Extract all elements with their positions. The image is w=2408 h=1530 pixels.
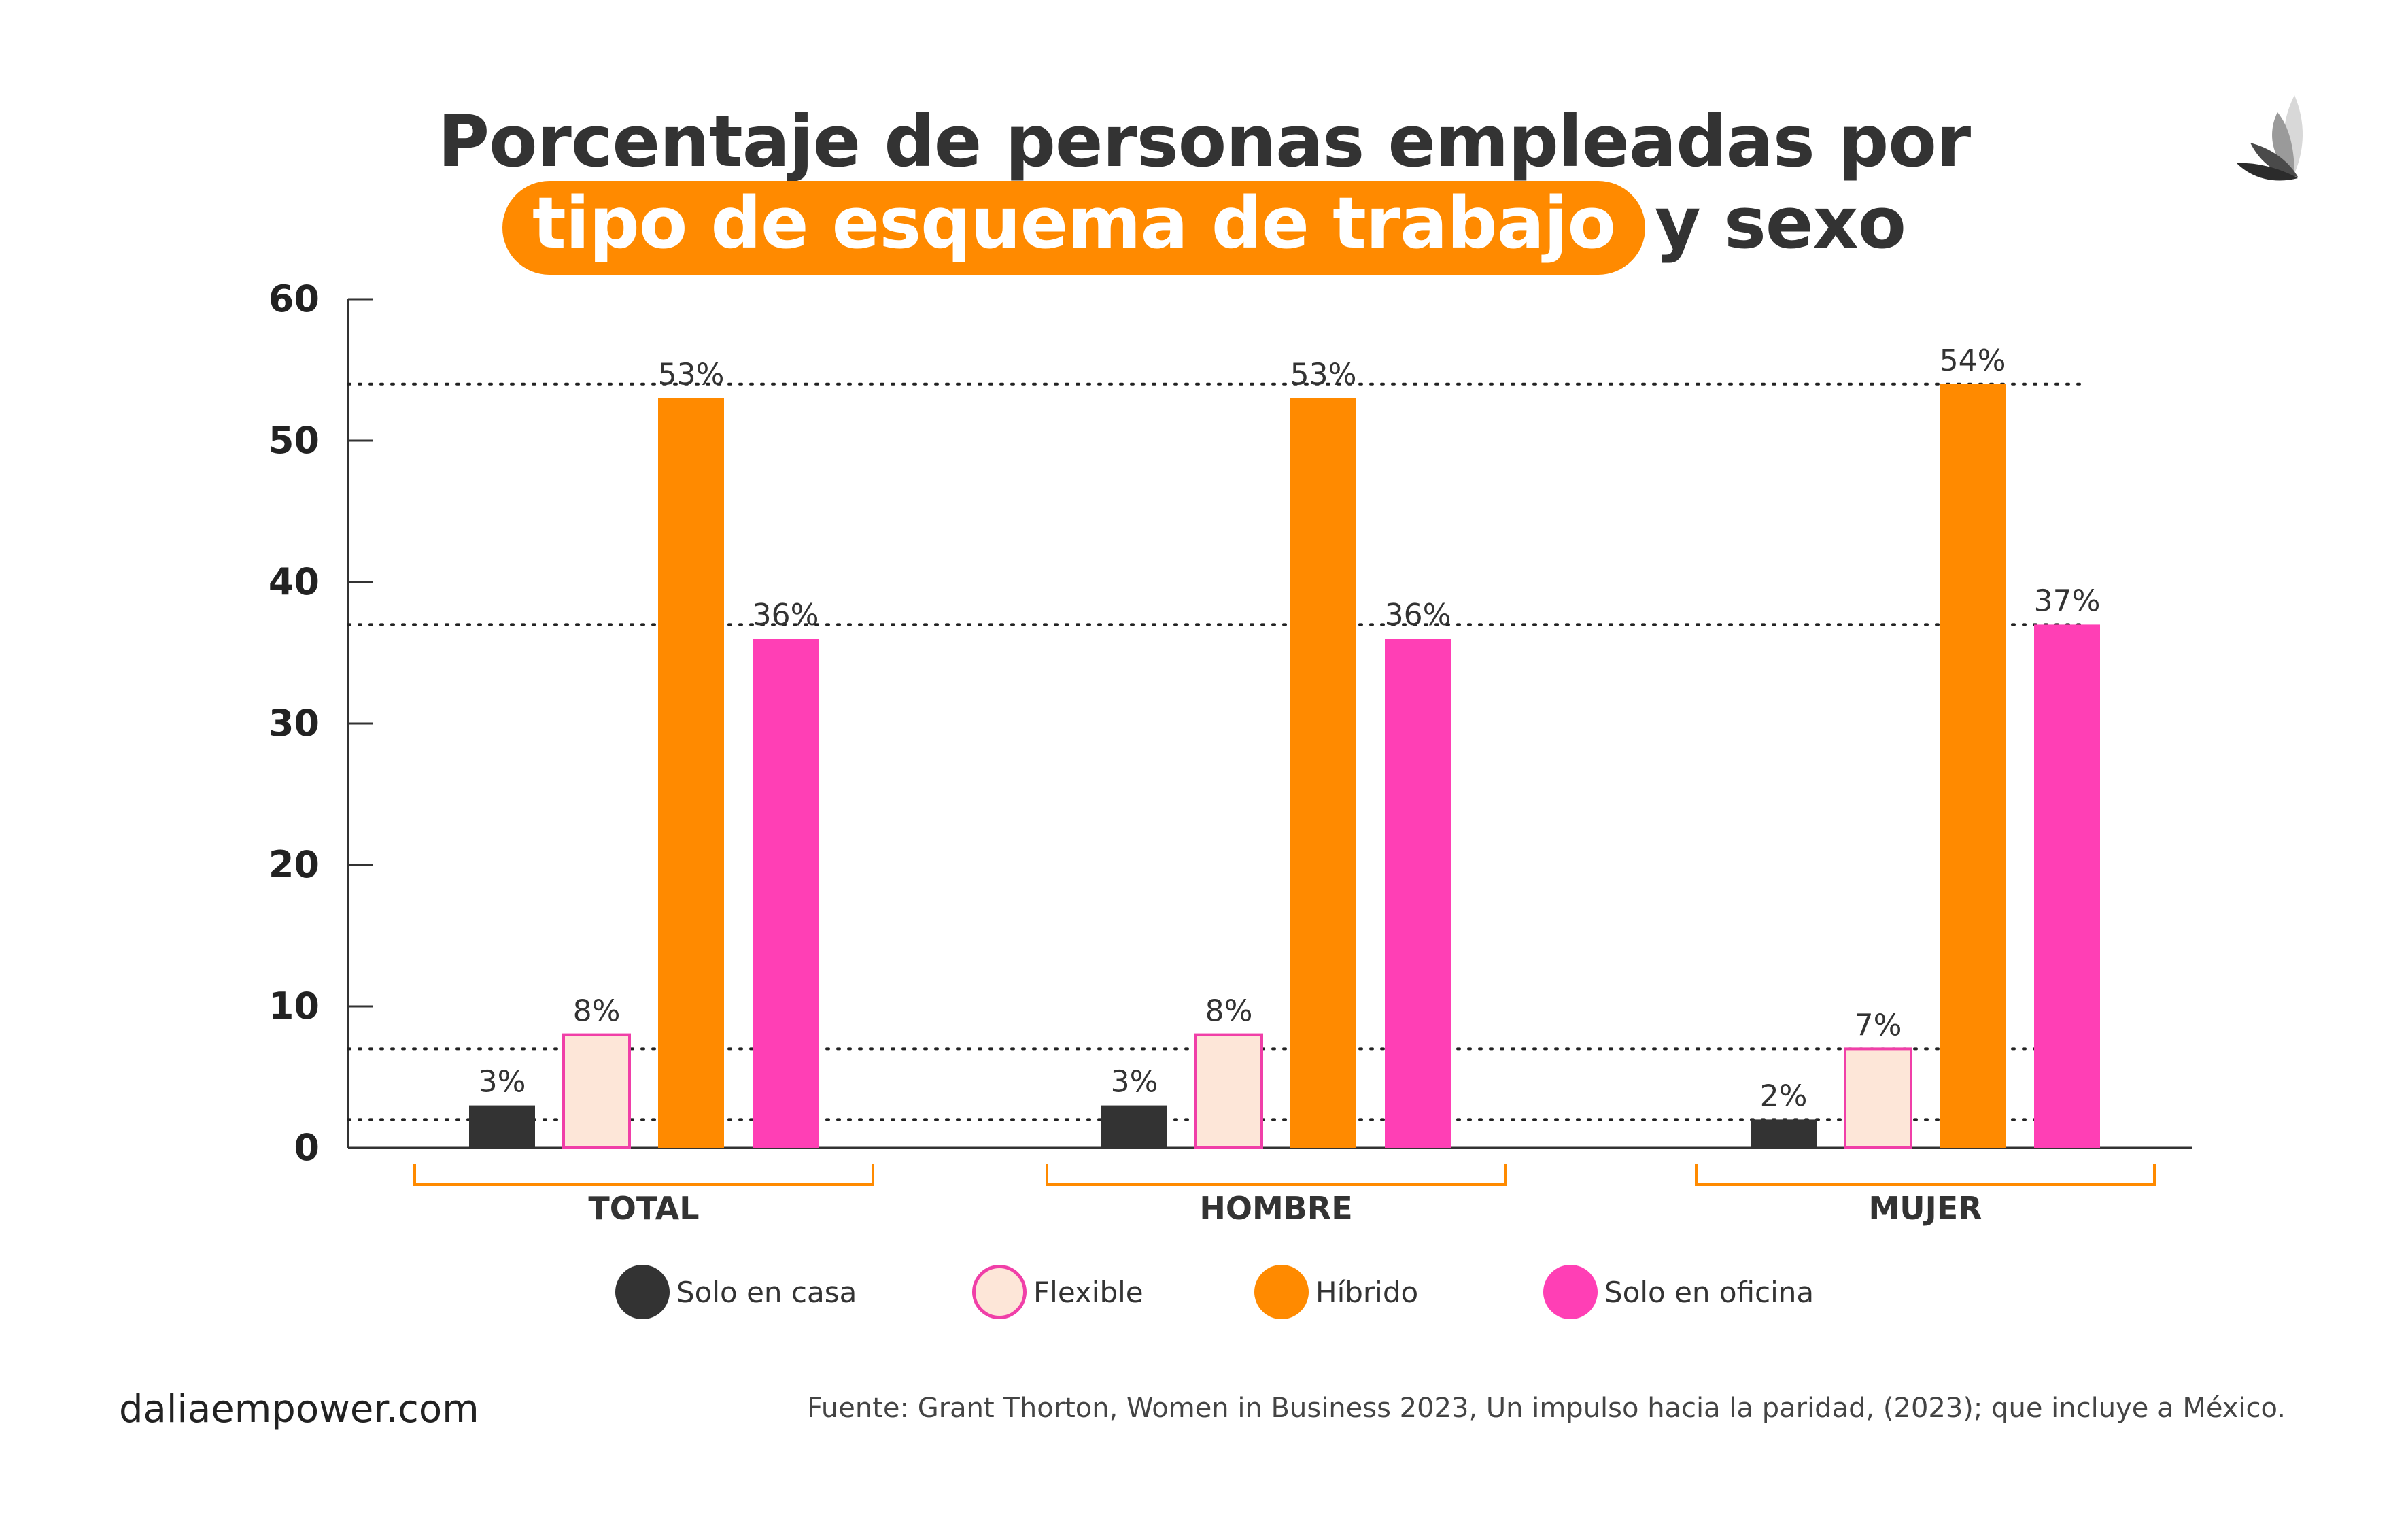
- bar-solo-en-casa-mujer: [1751, 1119, 1817, 1148]
- bar-value-label: 3%: [1111, 1065, 1158, 1100]
- bar-solo-en-oficina-hombre: [1385, 639, 1451, 1148]
- bar-h-brido-hombre: [1290, 398, 1356, 1148]
- legend-item-solo-en-casa: Solo en casa: [615, 1258, 857, 1326]
- legend-swatch-solo-en-oficina: [1543, 1265, 1598, 1319]
- source-note: Fuente: Grant Thorton, Women in Business…: [807, 1393, 2286, 1424]
- bar-value-label: 36%: [1385, 598, 1451, 632]
- legend-swatch-hibrido: [1254, 1265, 1309, 1319]
- category-bracket: [1047, 1164, 1505, 1185]
- y-tick-label: 30: [269, 702, 320, 745]
- y-tick-label: 20: [269, 843, 320, 886]
- legend-label-hibrido: Híbrido: [1315, 1276, 1418, 1309]
- legend-label-solo-en-oficina: Solo en oficina: [1604, 1276, 1814, 1309]
- category-bracket: [1696, 1164, 2154, 1185]
- category-label: TOTAL: [588, 1190, 699, 1227]
- bar-flexible-hombre: [1196, 1035, 1262, 1148]
- y-tick-label: 60: [269, 277, 320, 320]
- bar-value-label: 53%: [658, 358, 725, 392]
- bar-value-label: 37%: [2034, 583, 2101, 618]
- bar-flexible-mujer: [1845, 1049, 1911, 1148]
- bar-value-label: 53%: [1290, 358, 1357, 392]
- chart-legend: Solo en casa Flexible Híbrido Solo en of…: [0, 1258, 2408, 1340]
- bar-value-label: 3%: [479, 1065, 526, 1100]
- legend-swatch-flexible: [972, 1265, 1027, 1319]
- bar-h-brido-mujer: [1940, 384, 2006, 1148]
- y-tick-label: 0: [294, 1126, 320, 1169]
- bar-solo-en-casa-hombre: [1101, 1106, 1167, 1148]
- legend-item-hibrido: Híbrido: [1254, 1258, 1418, 1326]
- bar-solo-en-casa-total: [469, 1106, 535, 1148]
- legend-item-flexible: Flexible: [972, 1258, 1143, 1326]
- legend-label-solo-en-casa: Solo en casa: [676, 1276, 857, 1309]
- y-tick-label: 40: [269, 560, 320, 603]
- category-label: HOMBRE: [1199, 1190, 1352, 1227]
- bar-solo-en-oficina-mujer: [2034, 624, 2100, 1148]
- legend-item-solo-en-oficina: Solo en oficina: [1543, 1258, 1814, 1326]
- bar-value-label: 36%: [753, 598, 819, 632]
- site-url: daliaempower.com: [119, 1387, 479, 1431]
- legend-label-flexible: Flexible: [1033, 1276, 1143, 1309]
- category-bracket: [415, 1164, 873, 1185]
- bar-flexible-total: [564, 1035, 630, 1148]
- bar-value-label: 8%: [573, 994, 621, 1029]
- y-tick-label: 10: [269, 985, 320, 1027]
- bar-h-brido-total: [658, 398, 724, 1148]
- bar-value-label: 54%: [1940, 343, 2006, 378]
- y-tick-label: 50: [269, 419, 320, 462]
- category-label: MUJER: [1868, 1190, 1982, 1227]
- bar-value-label: 7%: [1855, 1008, 1902, 1042]
- bar-value-label: 8%: [1205, 994, 1253, 1029]
- bar-solo-en-oficina-total: [753, 639, 819, 1148]
- legend-swatch-solo-en-casa: [615, 1265, 670, 1319]
- bar-value-label: 2%: [1760, 1078, 1808, 1113]
